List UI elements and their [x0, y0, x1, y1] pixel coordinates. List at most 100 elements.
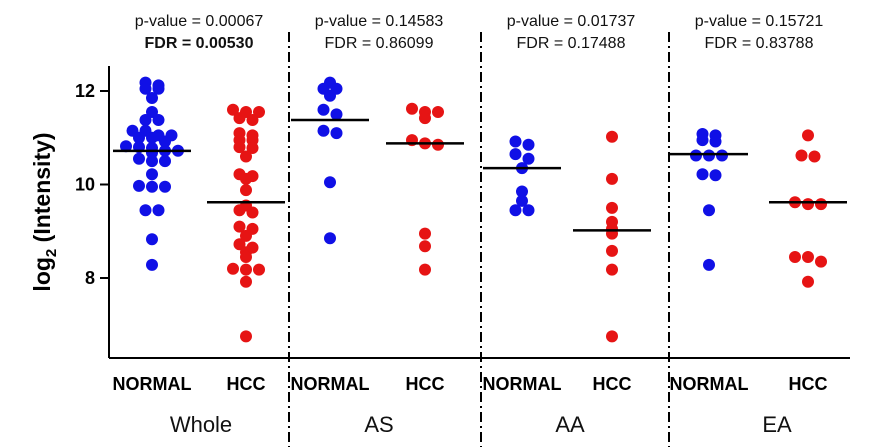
data-point-whole-normal	[146, 258, 158, 271]
data-point-whole-hcc	[240, 263, 252, 276]
data-point-whole-hcc	[253, 263, 265, 276]
data-point-whole-hcc	[240, 150, 252, 163]
group-label-aa: AA	[555, 412, 585, 437]
data-point-whole-hcc	[240, 275, 252, 288]
x-category-label: HCC	[406, 374, 445, 394]
data-point-whole-hcc	[253, 106, 265, 118]
data-point-ea-normal	[696, 134, 709, 147]
data-point-whole-hcc	[227, 262, 239, 275]
group-label-ea: EA	[762, 412, 792, 437]
data-point-aa-normal	[509, 135, 522, 148]
data-point-whole-hcc	[233, 112, 246, 125]
data-point-ea-hcc	[815, 255, 827, 268]
group-label-as: AS	[364, 412, 394, 437]
data-point-whole-hcc	[233, 204, 246, 217]
data-point-aa-hcc	[606, 201, 618, 214]
data-point-ea-normal	[709, 135, 722, 148]
data-point-ea-hcc	[808, 150, 821, 163]
group-as-pvalue: p-value = 0.14583	[314, 13, 444, 30]
data-point-whole-normal	[120, 140, 132, 153]
data-point-ea-normal	[709, 169, 722, 182]
data-point-whole-normal	[133, 179, 145, 192]
data-point-whole-hcc	[240, 330, 252, 343]
group-whole-pvalue: p-value = 0.00067	[134, 13, 264, 30]
data-point-aa-hcc	[606, 130, 618, 143]
data-point-aa-hcc	[606, 244, 618, 257]
group-ea-fdr: FDR = 0.83788	[704, 35, 814, 52]
data-point-whole-hcc	[240, 172, 252, 185]
data-point-aa-normal	[516, 194, 528, 207]
data-point-whole-hcc	[233, 238, 246, 251]
data-point-as-normal	[324, 89, 336, 102]
data-point-whole-normal	[139, 82, 152, 95]
data-point-aa-normal	[522, 138, 535, 151]
data-point-whole-hcc	[246, 114, 259, 126]
group-as-stats: p-value = 0.14583 FDR = 0.86099	[279, 11, 479, 55]
data-point-whole-normal	[159, 180, 171, 193]
data-point-whole-normal	[146, 168, 158, 181]
data-point-whole-hcc	[240, 184, 252, 197]
data-point-ea-normal	[716, 149, 728, 162]
data-point-whole-hcc	[227, 103, 239, 116]
x-category-label: NORMAL	[670, 374, 749, 394]
data-point-ea-normal	[696, 168, 709, 181]
group-whole-stats: p-value = 0.00067 FDR = 0.00530	[99, 11, 299, 55]
data-point-ea-hcc	[802, 275, 814, 288]
data-point-as-normal	[317, 124, 330, 137]
data-point-ea-normal	[703, 258, 715, 271]
data-point-aa-normal	[509, 204, 522, 217]
x-category-label: HCC	[593, 374, 632, 394]
data-point-ea-normal	[690, 149, 702, 162]
data-point-whole-normal	[152, 82, 165, 95]
data-point-as-hcc	[419, 112, 431, 125]
data-point-aa-hcc	[606, 263, 618, 276]
group-aa-fdr: FDR = 0.17488	[516, 35, 626, 52]
data-point-as-hcc	[419, 227, 431, 240]
data-point-aa-normal	[509, 148, 522, 161]
data-point-whole-normal	[139, 204, 152, 217]
data-point-whole-hcc	[233, 220, 246, 233]
data-point-as-normal	[324, 232, 336, 245]
group-aa-stats: p-value = 0.01737 FDR = 0.17488	[471, 11, 671, 55]
data-point-whole-normal	[146, 131, 158, 144]
data-point-aa-normal	[522, 152, 535, 165]
data-point-ea-hcc	[815, 198, 827, 211]
data-point-whole-normal	[152, 204, 165, 217]
data-point-whole-normal	[152, 114, 165, 126]
data-point-as-hcc	[432, 138, 444, 151]
data-point-whole-normal	[146, 233, 158, 246]
data-point-ea-hcc	[795, 149, 808, 162]
data-point-whole-hcc	[240, 229, 252, 242]
data-point-aa-normal	[516, 185, 528, 198]
data-point-whole-normal	[159, 155, 171, 168]
x-category-label: HCC	[227, 374, 266, 394]
data-point-as-hcc	[419, 240, 431, 253]
data-point-as-hcc	[419, 263, 431, 276]
y-tick-label: 8	[85, 268, 95, 288]
data-point-as-normal	[330, 127, 343, 140]
group-as-fdr: FDR = 0.86099	[324, 35, 434, 52]
x-category-label: NORMAL	[291, 374, 370, 394]
data-point-ea-hcc	[802, 198, 814, 211]
data-point-ea-hcc	[802, 129, 814, 142]
group-whole-fdr: FDR = 0.00530	[144, 35, 254, 52]
group-ea-pvalue: p-value = 0.15721	[694, 13, 824, 30]
data-point-whole-hcc	[246, 206, 259, 219]
data-point-ea-normal	[703, 204, 715, 217]
group-aa-pvalue: p-value = 0.01737	[506, 13, 636, 30]
data-point-whole-hcc	[233, 141, 246, 154]
data-point-whole-normal	[139, 114, 152, 126]
data-point-as-hcc	[406, 102, 418, 115]
y-tick-label: 12	[75, 81, 95, 101]
y-tick-label: 10	[75, 175, 95, 195]
y-axis-label: log2 (Intensity)	[29, 132, 60, 291]
data-point-aa-normal	[522, 204, 535, 217]
group-label-whole: Whole	[169, 412, 233, 437]
data-point-ea-normal	[703, 149, 715, 162]
data-point-whole-normal	[146, 155, 158, 168]
data-point-whole-normal	[133, 152, 145, 165]
data-point-as-normal	[324, 176, 336, 189]
data-point-aa-hcc	[606, 330, 618, 343]
data-point-whole-normal	[146, 180, 158, 193]
